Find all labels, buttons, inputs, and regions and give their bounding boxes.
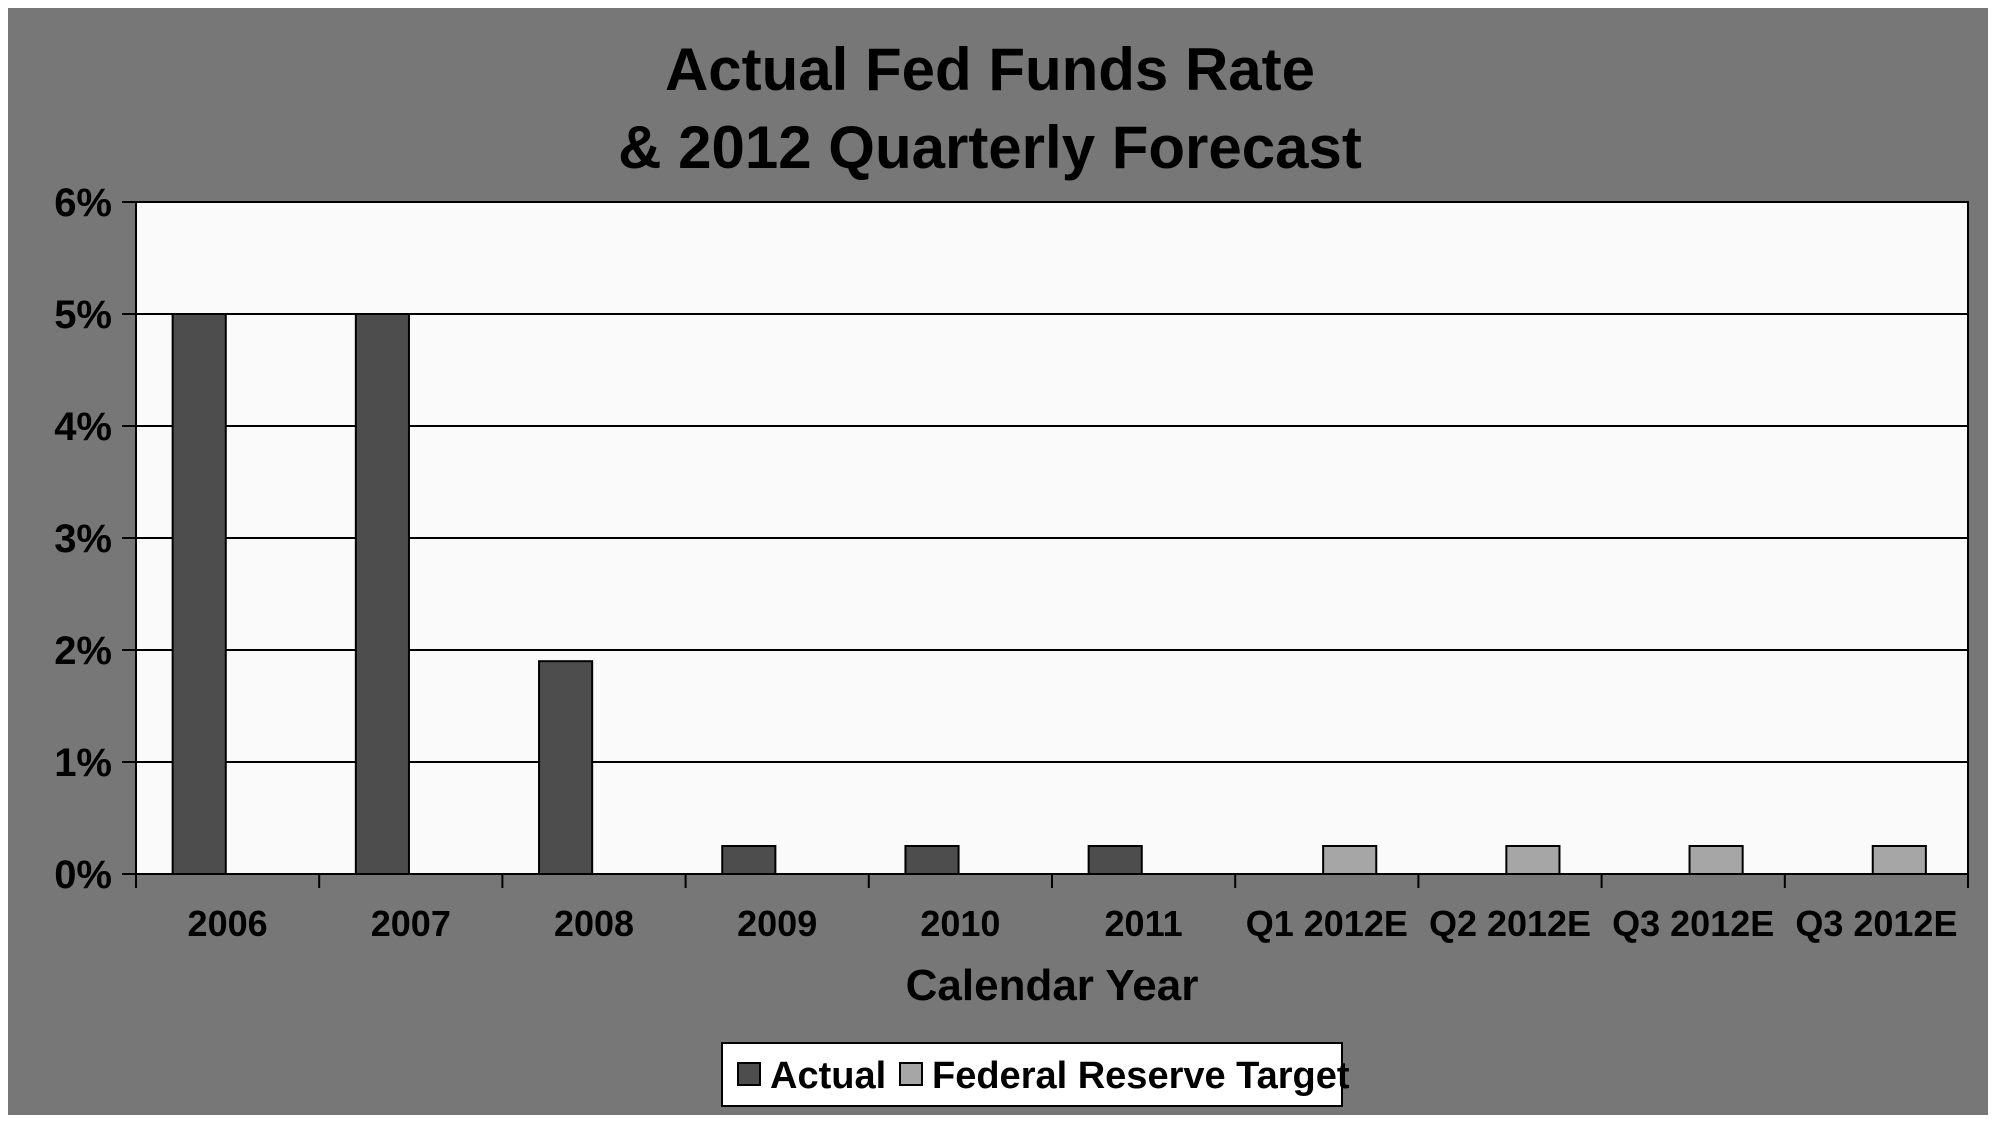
bar-actual-2006 <box>171 313 227 875</box>
gridlines <box>136 313 1968 763</box>
x-tick-label: Q1 2012E <box>1246 903 1408 944</box>
x-tick-label: 2010 <box>920 903 1000 944</box>
bars <box>171 313 1927 876</box>
bar-actual-2009 <box>721 845 777 875</box>
bar-federal-reserve-target-q1-2012e <box>1322 845 1378 875</box>
chart-frame: Actual Fed Funds Rate & 2012 Quarterly F… <box>8 8 1988 1115</box>
legend-swatch-actual <box>737 1062 761 1086</box>
x-tick-label: 2008 <box>554 903 634 944</box>
legend-label-federal-reserve-target: Federal Reserve Target <box>932 1055 1350 1097</box>
x-tick-label: Q3 2012E <box>1612 903 1774 944</box>
y-tick-label: 0% <box>54 853 112 897</box>
x-tick-label: 2006 <box>188 903 268 944</box>
bar-actual-2011 <box>1087 845 1143 875</box>
x-tick-label: 2011 <box>1105 903 1183 944</box>
x-tick-label: 2009 <box>737 903 817 944</box>
x-axis-title: Calendar Year <box>906 961 1199 1010</box>
y-tick-label: 4% <box>54 405 112 449</box>
y-tick-label: 2% <box>54 629 112 673</box>
x-tick-label: Q3 2012E <box>1795 903 1957 944</box>
x-axis: 2006 2007 2008 2009 2010 2011 Q1 2012E Q2 2012E… <box>135 873 1969 944</box>
fed-funds-chart: Actual Fed Funds Rate & 2012 Quarterly F… <box>54 36 1969 1107</box>
x-tick-label: 2007 <box>371 903 451 944</box>
y-tick-label: 6% <box>54 181 112 225</box>
legend-box <box>721 1042 1343 1107</box>
legend-swatch-federal-reserve-target <box>899 1062 923 1086</box>
bar-actual-2008 <box>538 660 594 876</box>
bar-actual-2010 <box>904 845 960 875</box>
chart-title-line-2: & 2012 Quarterly Forecast <box>618 114 1362 181</box>
y-tick-label: 5% <box>54 293 112 337</box>
legend: Actual Federal Reserve Target <box>721 1042 1350 1107</box>
bar-federal-reserve-target-q3-2012e <box>1871 845 1927 875</box>
bar-federal-reserve-target-q3-2012e <box>1688 845 1744 875</box>
bar-federal-reserve-target-q2-2012e <box>1505 845 1561 875</box>
y-tick-label: 1% <box>54 741 112 785</box>
bar-actual-2007 <box>354 313 410 875</box>
legend-label-actual: Actual <box>770 1055 886 1097</box>
y-tick-label: 3% <box>54 517 112 561</box>
y-axis: 0% 1% 2% 3% 4% 5% 6% <box>54 181 136 897</box>
x-tick-label: Q2 2012E <box>1429 903 1591 944</box>
chart-title-line-1: Actual Fed Funds Rate <box>665 36 1315 103</box>
